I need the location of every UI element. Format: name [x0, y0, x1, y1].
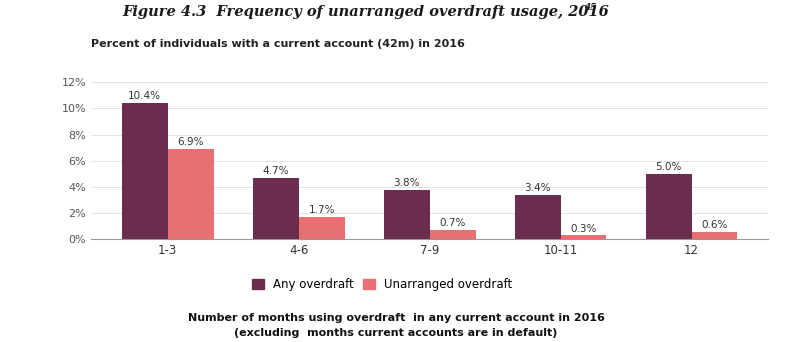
Text: 6.9%: 6.9% [177, 137, 204, 147]
Legend: Any overdraft, Unarranged overdraft: Any overdraft, Unarranged overdraft [247, 274, 517, 296]
Text: 5.0%: 5.0% [656, 162, 682, 172]
Text: 3.4%: 3.4% [524, 183, 551, 193]
Text: 4.7%: 4.7% [262, 166, 289, 176]
Bar [561, 235, 607, 239]
Bar [429, 230, 475, 239]
Bar [515, 195, 561, 239]
Text: 0.3%: 0.3% [570, 224, 596, 234]
Text: Number of months using overdraft  in any current account in 2016: Number of months using overdraft in any … [188, 313, 604, 323]
Text: 0.6%: 0.6% [702, 220, 728, 229]
Text: Percent of individuals with a current account (42m) in 2016: Percent of individuals with a current ac… [91, 39, 465, 49]
Bar [645, 174, 691, 239]
Bar [691, 232, 737, 239]
Text: Figure 4.3  Frequency of unarranged overdraft usage, 2016: Figure 4.3 Frequency of unarranged overd… [123, 5, 610, 19]
Bar [253, 178, 299, 239]
Text: 3.8%: 3.8% [394, 177, 420, 188]
Text: 0.7%: 0.7% [440, 218, 466, 228]
Bar [299, 217, 345, 239]
Bar [168, 149, 214, 239]
Text: (excluding  months current accounts are in default): (excluding months current accounts are i… [234, 328, 558, 338]
Text: 1.7%: 1.7% [308, 205, 335, 215]
Bar [122, 103, 168, 239]
Text: 10.4%: 10.4% [128, 91, 162, 101]
Text: 45: 45 [584, 3, 597, 12]
Bar [384, 189, 430, 239]
